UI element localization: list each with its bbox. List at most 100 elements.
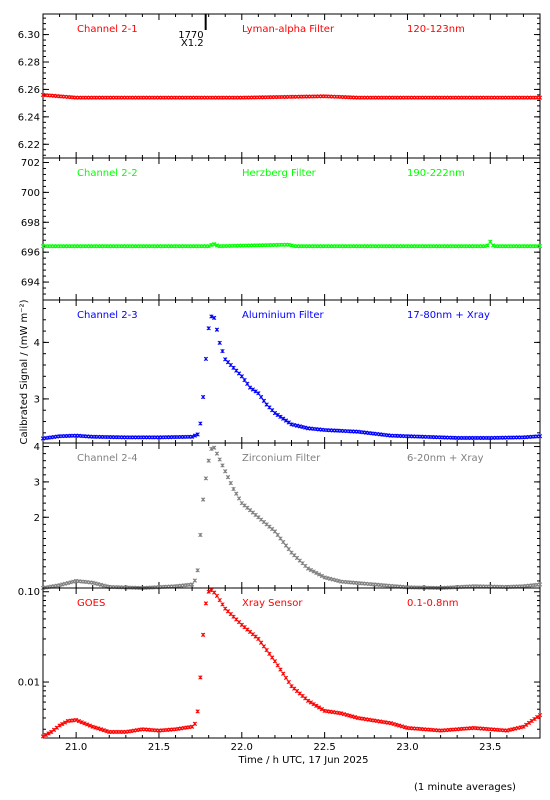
- data-point: [200, 497, 206, 502]
- data-point: [526, 720, 532, 726]
- data-point: [209, 446, 214, 452]
- y-tick-label: 2: [34, 513, 40, 524]
- data-point: [223, 469, 228, 474]
- series-markers: [40, 314, 543, 441]
- series-markers: [40, 445, 543, 591]
- data-point: [212, 315, 217, 321]
- data-point: [62, 720, 68, 725]
- data-point: [206, 244, 211, 249]
- data-point: [537, 712, 543, 718]
- y-tick-label: 702: [21, 158, 40, 169]
- data-point: [278, 667, 283, 672]
- y-axis-label: Calibrated Signal / (mW m⁻²): [19, 299, 30, 444]
- data-point: [316, 705, 322, 710]
- data-point: [214, 451, 220, 456]
- y-tick-label: 0.01: [18, 678, 40, 689]
- data-point: [96, 726, 101, 731]
- data-point: [532, 716, 537, 722]
- y-tick-label: 700: [21, 188, 40, 199]
- filter-label: Xray Sensor: [242, 598, 303, 609]
- x-tick-label: 23.5: [479, 742, 501, 753]
- data-point: [281, 416, 286, 421]
- data-point: [537, 582, 543, 587]
- data-point: [485, 243, 490, 248]
- data-point: [198, 532, 203, 538]
- data-point: [220, 602, 225, 607]
- data-point: [261, 398, 267, 403]
- data-point: [73, 717, 79, 723]
- data-point: [189, 434, 195, 439]
- filter-label: Aluminium Filter: [242, 310, 325, 321]
- data-point: [524, 722, 529, 727]
- band-label: 120-123nm: [407, 24, 465, 35]
- data-point: [311, 701, 316, 707]
- data-point: [272, 529, 278, 534]
- data-point: [189, 582, 195, 587]
- data-point: [192, 578, 198, 583]
- data-point: [57, 723, 62, 728]
- data-point: [198, 675, 203, 680]
- y-tick-label: 6.30: [18, 30, 40, 41]
- y-tick-label: 6.24: [18, 112, 40, 123]
- data-point: [319, 573, 325, 579]
- panel-1: 6.22 6.24 6.26 6.28 6.30 Channel 2-1 Lyman-alp…: [18, 13, 543, 159]
- data-point: [209, 314, 214, 319]
- data-point: [43, 732, 48, 738]
- data-point: [212, 590, 217, 595]
- channel-label: Channel 2-1: [77, 24, 138, 35]
- data-point: [305, 698, 311, 703]
- data-point: [192, 721, 198, 726]
- data-point: [90, 724, 95, 729]
- data-point: [60, 721, 65, 727]
- data-point: [104, 728, 109, 734]
- data-point: [214, 593, 220, 599]
- panel-4: 2 3 4 Channel 2-4 Zirconium Filter 6-20nm + X…: [34, 442, 543, 591]
- averaging-footnote: (1 minute averages): [414, 782, 516, 793]
- data-point: [93, 725, 98, 730]
- panel-3: 3 4 Channel 2-3 Aluminium Filter 17-80nm + X…: [34, 299, 543, 444]
- data-point: [200, 632, 206, 637]
- data-point: [217, 340, 222, 346]
- x-tick-label: 22.5: [314, 742, 336, 753]
- y-tick-label: 698: [21, 218, 40, 229]
- data-point: [250, 387, 255, 392]
- data-point: [195, 432, 200, 437]
- y-tick-label: 4: [34, 338, 40, 349]
- data-point: [242, 377, 247, 383]
- data-point: [275, 412, 280, 418]
- data-point: [234, 491, 239, 496]
- data-point: [283, 543, 289, 548]
- data-point: [195, 568, 200, 573]
- panel-frame: [42, 157, 541, 301]
- data-point: [314, 703, 319, 708]
- data-point: [270, 655, 275, 660]
- data-point: [521, 724, 526, 729]
- data-point: [319, 706, 325, 712]
- data-point: [85, 722, 90, 727]
- y-tick-label: 6.22: [18, 140, 40, 151]
- data-point: [308, 700, 313, 705]
- y-tick-label: 6.28: [18, 58, 40, 69]
- data-point: [228, 480, 233, 486]
- data-point: [311, 569, 316, 574]
- flare-class-label: X1.2: [181, 38, 204, 49]
- data-point: [286, 679, 291, 685]
- data-point: [267, 651, 272, 656]
- band-label: 0.1-0.8nm: [407, 598, 459, 609]
- data-point: [87, 723, 93, 728]
- series-markers: [40, 92, 543, 100]
- panel-5: 0.01 0.10 GOES Xray Sensor 0.1-0.8nm: [18, 587, 543, 739]
- x-tick-label: 21.0: [65, 742, 87, 753]
- data-point: [286, 546, 291, 552]
- panel-frame: [42, 13, 541, 159]
- data-point: [203, 356, 209, 362]
- data-point: [261, 644, 267, 649]
- channel-label: Channel 2-2: [77, 168, 138, 179]
- filter-label: Lyman-alpha Filter: [242, 24, 335, 35]
- channel-label: Channel 2-3: [77, 310, 138, 321]
- data-point: [203, 601, 209, 606]
- series-markers: [40, 239, 543, 249]
- data-point: [206, 589, 211, 594]
- data-point: [283, 675, 289, 681]
- data-point: [278, 414, 283, 419]
